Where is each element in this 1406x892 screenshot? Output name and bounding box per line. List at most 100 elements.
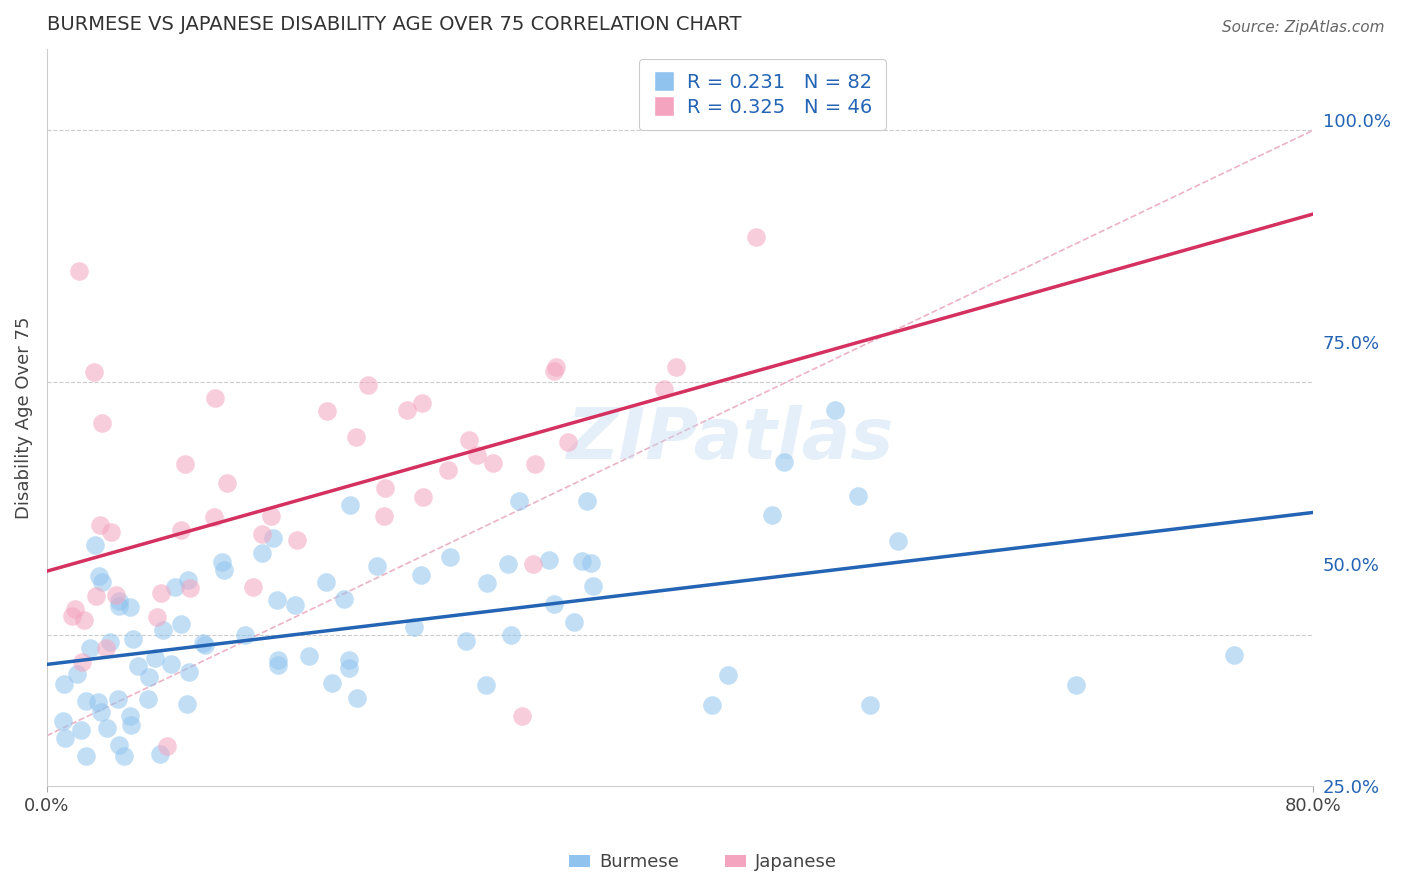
Point — [437, 463, 460, 477]
Point — [477, 575, 499, 590]
Point — [89, 518, 111, 533]
Point — [163, 580, 186, 594]
Point — [298, 649, 321, 664]
Point — [458, 433, 481, 447]
Point — [543, 364, 565, 378]
Point — [204, 391, 226, 405]
Point — [337, 653, 360, 667]
Point — [700, 698, 723, 713]
Y-axis label: Disability Age Over 75: Disability Age Over 75 — [15, 317, 32, 519]
Point — [411, 568, 433, 582]
Point — [543, 598, 565, 612]
Point — [75, 748, 97, 763]
Text: Source: ZipAtlas.com: Source: ZipAtlas.com — [1222, 20, 1385, 35]
Point — [152, 623, 174, 637]
Point — [112, 748, 135, 763]
Point — [508, 494, 530, 508]
Point — [267, 653, 290, 667]
Point — [465, 448, 488, 462]
Point — [176, 697, 198, 711]
Point — [98, 635, 121, 649]
Point — [63, 601, 86, 615]
Point — [242, 580, 264, 594]
Point — [337, 660, 360, 674]
Point — [179, 582, 201, 596]
Point — [67, 264, 90, 278]
Point — [96, 721, 118, 735]
Point — [100, 524, 122, 539]
Point — [557, 435, 579, 450]
Point — [333, 591, 356, 606]
Point — [108, 739, 131, 753]
Point — [260, 508, 283, 523]
Point — [108, 599, 131, 613]
Point — [571, 554, 593, 568]
Point — [716, 668, 738, 682]
Point — [170, 523, 193, 537]
Point — [160, 657, 183, 671]
Point — [96, 641, 118, 656]
Point — [121, 632, 143, 646]
Text: ZIPatlas: ZIPatlas — [567, 405, 894, 475]
Point — [344, 430, 367, 444]
Point — [357, 377, 380, 392]
Point — [454, 634, 477, 648]
Point — [212, 564, 235, 578]
Point — [846, 489, 869, 503]
Point — [339, 498, 361, 512]
Point — [761, 508, 783, 522]
Point — [72, 613, 94, 627]
Point — [177, 665, 200, 679]
Point — [665, 360, 688, 375]
Point — [346, 691, 368, 706]
Point — [191, 636, 214, 650]
Point — [395, 403, 418, 417]
Point — [321, 676, 343, 690]
Point — [66, 667, 89, 681]
Point — [373, 508, 395, 523]
Point — [173, 457, 195, 471]
Point — [83, 365, 105, 379]
Point — [149, 747, 172, 761]
Point — [52, 714, 75, 728]
Point — [69, 723, 91, 737]
Point — [86, 590, 108, 604]
Point — [522, 557, 544, 571]
Point — [53, 731, 76, 746]
Point — [60, 609, 83, 624]
Point — [1223, 648, 1246, 662]
Point — [475, 678, 498, 692]
Point — [284, 599, 307, 613]
Point — [544, 360, 567, 375]
Point — [53, 677, 76, 691]
Point — [107, 691, 129, 706]
Point — [538, 553, 561, 567]
Point — [266, 593, 288, 607]
Point — [156, 739, 179, 753]
Point — [250, 546, 273, 560]
Point — [582, 579, 605, 593]
Text: BURMESE VS JAPANESE DISABILITY AGE OVER 75 CORRELATION CHART: BURMESE VS JAPANESE DISABILITY AGE OVER … — [46, 15, 741, 34]
Point — [773, 455, 796, 469]
Point — [315, 574, 337, 589]
Point — [136, 692, 159, 706]
Point — [120, 600, 142, 615]
Point — [496, 558, 519, 572]
Point — [89, 569, 111, 583]
Point — [211, 555, 233, 569]
Point — [120, 718, 142, 732]
Point — [145, 651, 167, 665]
Point — [412, 491, 434, 505]
Legend: Burmese, Japanese: Burmese, Japanese — [561, 847, 845, 879]
Point — [90, 416, 112, 430]
Point — [404, 620, 426, 634]
Legend: R = 0.231   N = 82, R = 0.325   N = 46: R = 0.231 N = 82, R = 0.325 N = 46 — [638, 59, 886, 130]
Point — [105, 589, 128, 603]
Point — [886, 534, 908, 549]
Point — [745, 230, 768, 244]
Point — [170, 616, 193, 631]
Point — [575, 494, 598, 508]
Point — [75, 694, 97, 708]
Point — [315, 404, 337, 418]
Point — [579, 557, 602, 571]
